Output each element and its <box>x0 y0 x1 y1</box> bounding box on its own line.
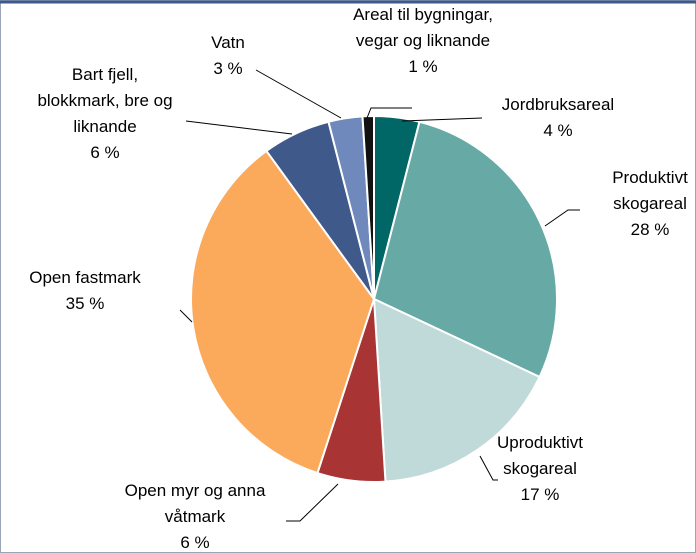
category-label: Open fastmark <box>29 268 141 287</box>
category-label: Areal til bygningar, vegar og liknande <box>353 5 493 50</box>
value-label: 6 % <box>90 143 119 162</box>
category-label: Open myr og anna våtmark <box>125 481 266 526</box>
leader-line <box>179 309 193 323</box>
leader-line <box>401 117 483 122</box>
value-label: 35 % <box>66 294 105 313</box>
leader-line <box>479 455 498 481</box>
category-label: Bart fjell, blokkmark, bre og liknande <box>37 65 172 136</box>
category-label: Produktivt skogareal <box>612 168 688 213</box>
category-label: Uproduktivt skogareal <box>497 433 583 478</box>
value-label: 17 % <box>521 485 560 504</box>
value-label: 1 % <box>408 57 437 76</box>
value-label: 4 % <box>543 121 572 140</box>
leader-line <box>544 209 580 227</box>
leader-line <box>286 483 339 522</box>
pie-slice <box>372 120 558 379</box>
leader-line <box>366 107 412 119</box>
pie-slice <box>190 149 376 475</box>
value-label: 6 % <box>180 533 209 552</box>
leader-line <box>255 69 342 119</box>
value-label: 3 % <box>213 59 242 78</box>
category-label: Vatn <box>211 33 245 52</box>
leader-line <box>185 120 293 135</box>
value-label: 28 % <box>631 220 670 239</box>
category-label: Jordbruksareal <box>502 95 614 114</box>
pie-slice <box>372 297 541 483</box>
